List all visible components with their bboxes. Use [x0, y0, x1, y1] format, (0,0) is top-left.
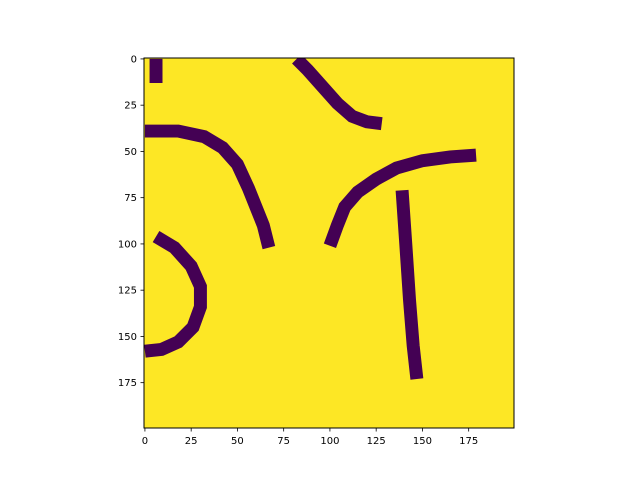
plot-area: [143, 57, 515, 429]
x-tick-label: 150: [413, 436, 432, 447]
stroke-right-arc: [323, 148, 477, 248]
plot-frame: [143, 57, 515, 429]
y-tick-label: 75: [124, 193, 137, 204]
y-tick-label: 150: [118, 332, 137, 343]
x-tick-label: 50: [231, 436, 244, 447]
x-axis: 0 25 50 75 100 125 150 175: [142, 428, 478, 447]
x-tick-label: 75: [277, 436, 290, 447]
x-tick-label: 175: [459, 436, 478, 447]
x-tick-label: 125: [367, 436, 386, 447]
x-tick-label: 25: [185, 436, 198, 447]
x-tick-label: 0: [142, 436, 148, 447]
x-tick-label: 100: [320, 436, 339, 447]
y-axis: 0 25 50 75 100 125 150 175: [118, 54, 144, 389]
stroke-top-middle-arc: [292, 58, 383, 131]
image-strokes: [144, 58, 477, 380]
stroke-lower-left-arc: [144, 230, 207, 358]
stroke-right-vertical-line: [395, 189, 424, 380]
y-tick-label: 175: [118, 378, 137, 389]
stroke-left-long-arc: [144, 124, 276, 250]
y-tick-label: 25: [124, 101, 137, 112]
y-tick-label: 100: [118, 239, 137, 250]
y-tick-label: 125: [118, 286, 137, 297]
y-tick-label: 50: [124, 147, 137, 158]
y-tick-label: 0: [131, 54, 137, 65]
